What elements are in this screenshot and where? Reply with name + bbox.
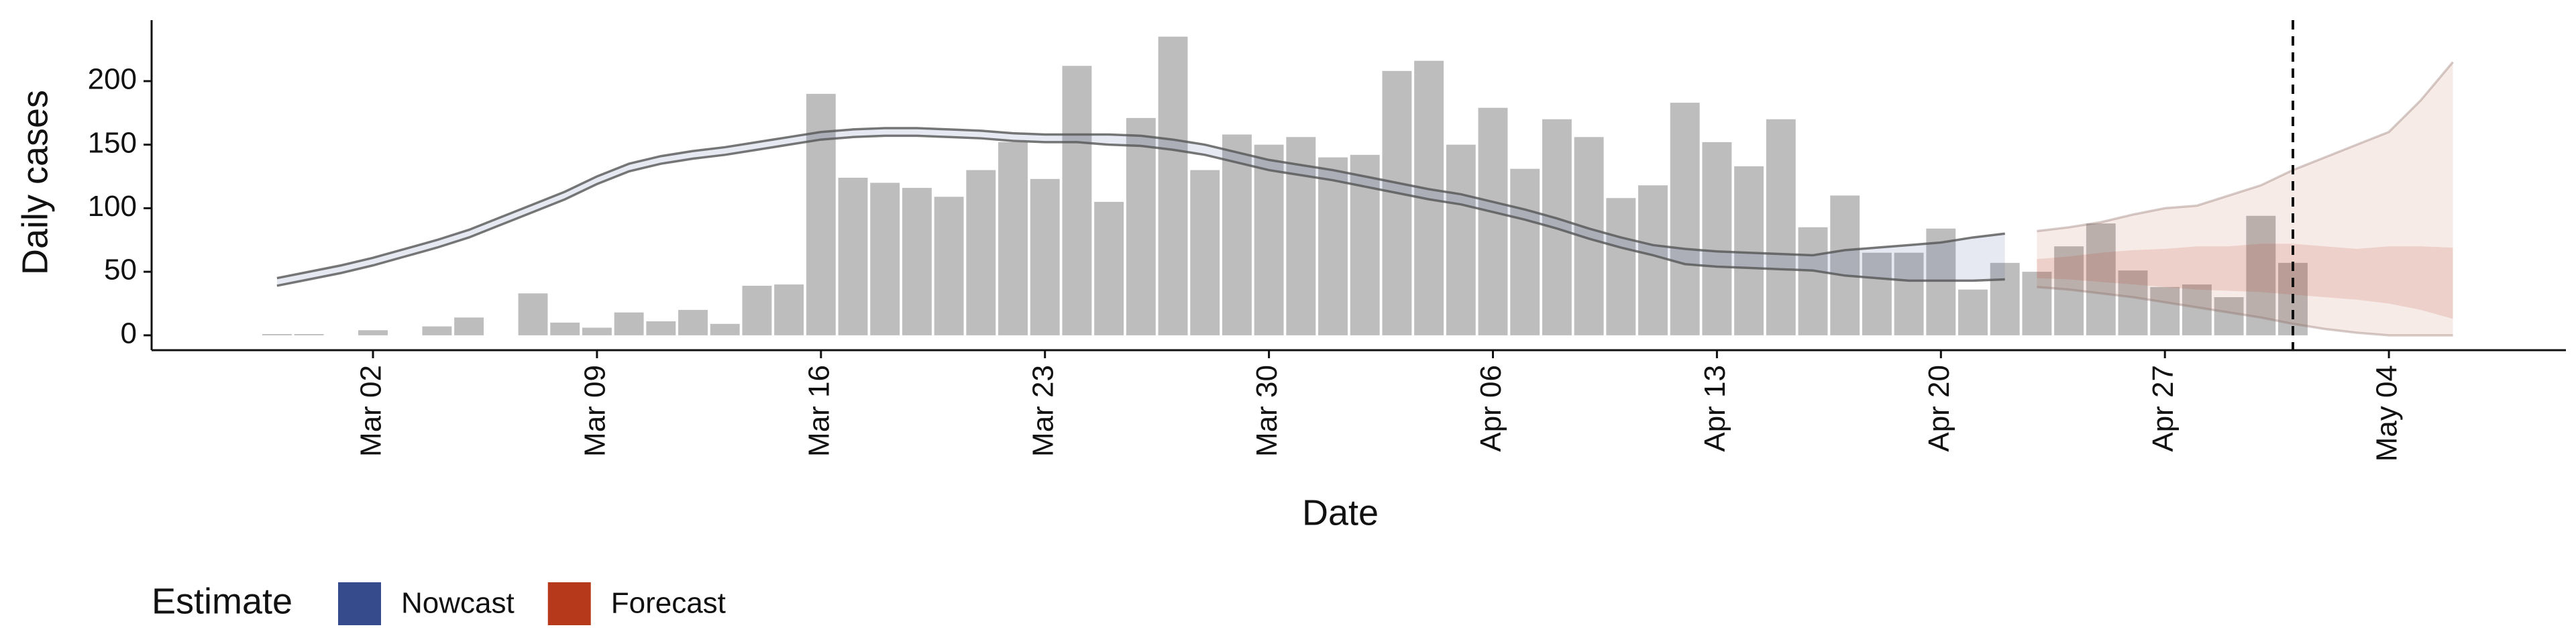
x-tick-label: Mar 30: [1250, 365, 1283, 457]
bar: [2182, 284, 2212, 335]
bar: [998, 142, 1028, 335]
bar: [838, 177, 868, 335]
bar: [1542, 119, 1572, 335]
bar: [1446, 144, 1476, 335]
bar: [1830, 195, 1860, 335]
bar: [358, 330, 388, 335]
bar: [1318, 157, 1348, 335]
x-tick-label: Mar 16: [802, 365, 835, 457]
y-tick-label: 150: [88, 126, 137, 159]
bar: [1670, 103, 1700, 335]
bar: [678, 309, 708, 335]
bar: [2246, 215, 2276, 335]
bar: [1254, 144, 1284, 335]
bar: [262, 333, 292, 335]
legend-label: Nowcast: [401, 587, 515, 620]
bar: [1190, 170, 1220, 335]
y-axis-title: Daily cases: [15, 90, 55, 275]
bar: [1798, 227, 1828, 335]
bar: [1766, 119, 1796, 335]
bar: [2086, 223, 2116, 335]
x-tick-label: Apr 27: [2147, 365, 2180, 452]
bar: [870, 182, 900, 335]
band-fill: [2037, 62, 2453, 335]
band-fill: [276, 128, 2005, 286]
bar: [1926, 228, 1956, 335]
bar: [1862, 252, 1892, 335]
bar: [518, 293, 548, 335]
bar: [1094, 201, 1124, 335]
bar: [774, 284, 804, 335]
bar: [1158, 36, 1188, 335]
bar: [1894, 252, 1924, 335]
bar: [934, 197, 964, 335]
x-tick-label: Apr 06: [1474, 365, 1507, 452]
bar: [422, 326, 452, 335]
bar: [1702, 142, 1732, 335]
x-tick-label: Apr 20: [1923, 365, 1955, 452]
band-edge: [276, 127, 2005, 280]
y-tick-label: 200: [88, 63, 137, 96]
y-tick-label: 100: [88, 190, 137, 223]
bar: [1030, 178, 1060, 335]
bar: [2214, 297, 2244, 335]
bar: [550, 322, 580, 335]
band-edge: [2037, 286, 2453, 337]
legend-label: Forecast: [611, 587, 726, 620]
y-tick-label: 0: [121, 317, 137, 350]
plot-area: [262, 36, 2454, 337]
bar: [1638, 185, 1668, 335]
bar: [1222, 134, 1252, 335]
bar: [2054, 246, 2084, 335]
legend-swatch: [338, 582, 381, 625]
bar: [614, 312, 644, 335]
bar: [1126, 117, 1156, 335]
bar: [1510, 168, 1540, 335]
bar: [710, 323, 740, 335]
band-edge: [276, 134, 2005, 287]
bar: [2118, 270, 2148, 335]
bar: [1734, 166, 1764, 335]
bar: [582, 327, 612, 335]
bar: [2150, 286, 2180, 335]
band-edge: [2037, 61, 2454, 233]
bar: [2022, 272, 2052, 335]
bar: [966, 170, 996, 335]
x-tick-label: Mar 23: [1026, 365, 1059, 457]
x-tick-label: May 04: [2371, 365, 2404, 462]
x-tick-label: Apr 13: [1699, 365, 1731, 452]
legend-swatch: [547, 582, 591, 625]
x-tick-label: Mar 02: [355, 365, 388, 457]
legend-title: Estimate: [152, 581, 292, 621]
bar: [902, 188, 932, 335]
bar: [1606, 198, 1636, 335]
x-tick-label: Mar 09: [579, 365, 612, 457]
bar: [1958, 289, 1988, 335]
bar: [1990, 262, 2020, 335]
x-axis-title: Date: [1302, 492, 1379, 533]
bar: [1382, 70, 1412, 335]
bar: [294, 333, 324, 335]
y-tick-label: 50: [104, 254, 137, 286]
bar: [454, 317, 484, 335]
bar: [742, 285, 772, 335]
bar: [1478, 107, 1508, 335]
band-fill: [2037, 244, 2453, 319]
bar: [1286, 137, 1316, 335]
bar: [1062, 66, 1092, 335]
bar: [646, 321, 676, 335]
